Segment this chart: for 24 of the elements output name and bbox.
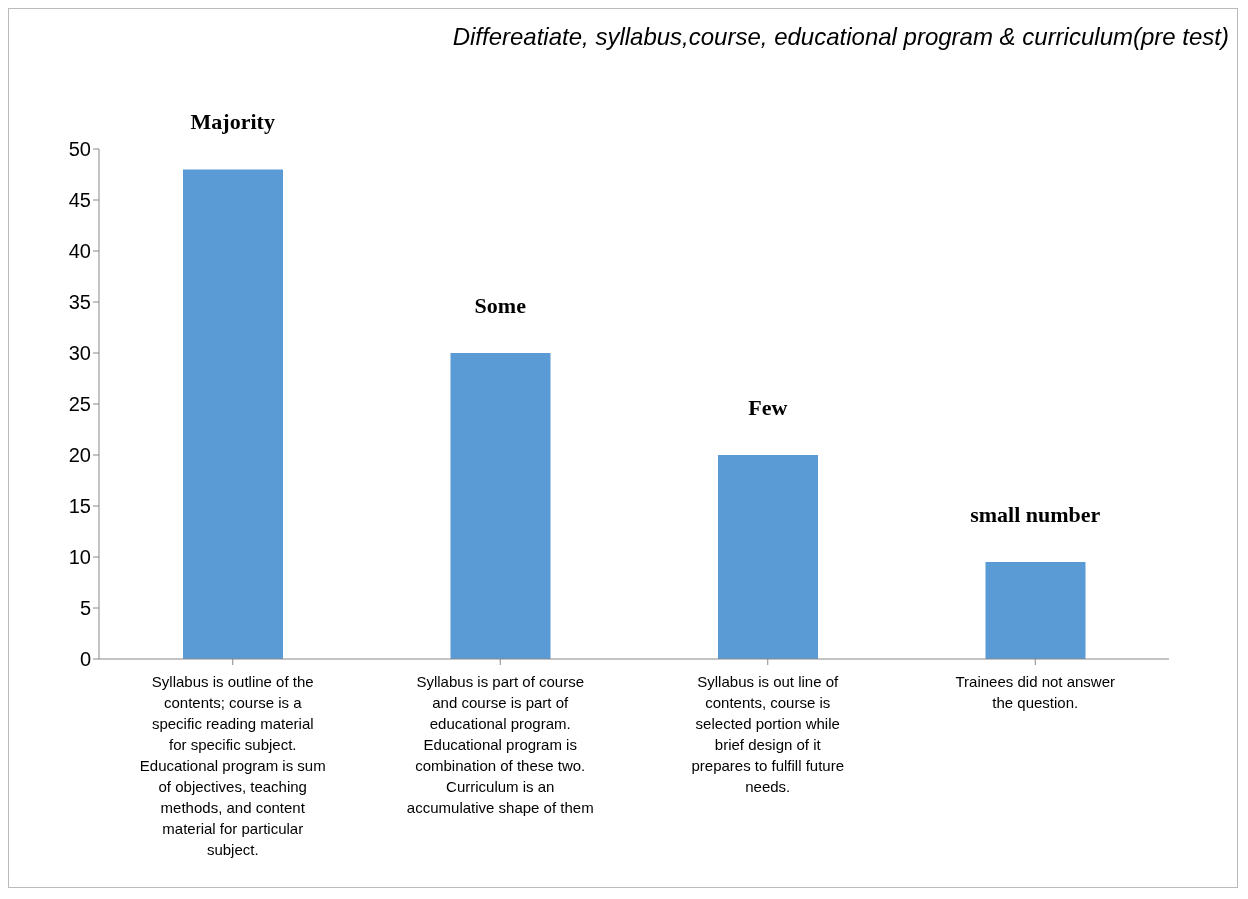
chart-title: Differeatiate, syllabus,course, educational program & curriculum(pre test)	[452, 23, 1229, 51]
bar	[985, 562, 1086, 659]
y-tick-label: 25	[68, 393, 91, 416]
annotation: Majority	[190, 109, 275, 135]
y-tick-label: 20	[68, 444, 91, 467]
annotation: small number	[970, 502, 1101, 528]
y-tick-label: 50	[68, 138, 91, 161]
y-tick-label: 10	[68, 546, 91, 569]
annotation: Few	[748, 395, 788, 420]
y-tick-label: 15	[68, 495, 91, 518]
y-tick-label: 35	[68, 291, 91, 314]
y-tick-label: 0	[79, 648, 91, 671]
bar	[450, 353, 551, 659]
y-tick-label: 30	[68, 342, 91, 365]
x-tick-label: Trainees did not answer the question.	[955, 673, 1116, 711]
bar	[718, 455, 818, 659]
y-tick-label: 5	[79, 597, 91, 620]
annotation: Some	[474, 293, 527, 318]
category-label: Syllabus is outline of the contents; course is a specific reading material for specific subject. Educational program is sum of objectives, teaching methods, and content material for particular subject.	[139, 673, 326, 858]
y-tick-label: 45	[68, 189, 91, 212]
y-tick-label: 40	[68, 240, 91, 263]
x-tick-label: Syllabus is out line of contents, course is selected portion while brief design of it prepares to fulfill future needs.	[691, 673, 845, 795]
bar	[183, 169, 283, 659]
x-tick-label: Syllabus is part of course and course is part of educational program. Educational program is combination of these two. Curriculum is an accumulative shape of them	[406, 673, 594, 816]
